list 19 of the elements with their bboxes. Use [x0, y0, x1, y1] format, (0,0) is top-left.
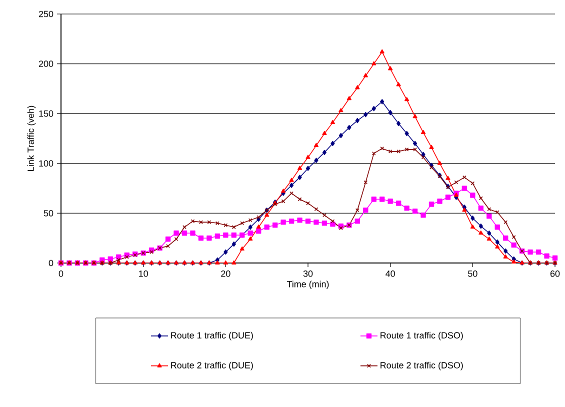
legend-label: Route 2 traffic (DUE) — [171, 362, 253, 370]
y-tick-label: 50 — [44, 210, 54, 216]
y-tick-label: 0 — [48, 260, 54, 266]
legend-label: Route 1 traffic (DSO) — [380, 332, 463, 340]
x-tick-label: 0 — [58, 270, 64, 277]
x-tick-label: 60 — [550, 270, 560, 277]
x-axis-title: Time (min) — [286, 280, 329, 290]
x-tick-label: 40 — [386, 270, 395, 277]
y-tick-label: 250 — [38, 10, 54, 18]
legend-label: Route 2 traffic (DSO) — [380, 362, 463, 370]
y-tick-label: 200 — [38, 60, 54, 67]
x-tick-label: 10 — [139, 270, 148, 277]
legend-label: Route 1 traffic (DUE) — [171, 332, 253, 340]
y-tick-label: 150 — [39, 110, 54, 117]
x-tick-label: 30 — [303, 270, 313, 277]
y-tick-label: 100 — [39, 160, 54, 167]
y-axis-title: Link Traffic (veh) — [27, 106, 36, 171]
x-tick-label: 50 — [468, 270, 478, 277]
x-tick-label: 20 — [221, 270, 230, 277]
